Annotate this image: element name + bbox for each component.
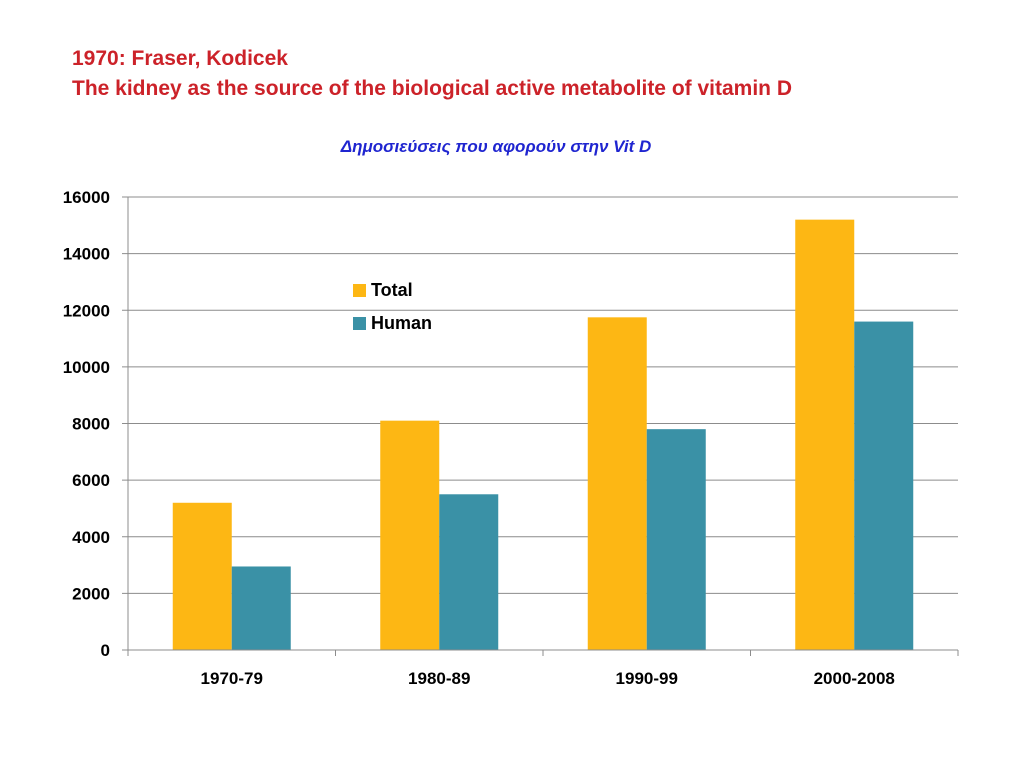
y-tick-label: 6000 bbox=[72, 471, 110, 490]
y-tick-label: 14000 bbox=[63, 245, 110, 264]
slide-title-line1: 1970: Fraser, Kodicek bbox=[72, 47, 288, 70]
slide-title-line2: The kidney as the source of the biologic… bbox=[72, 77, 792, 100]
bar-total-1970-79 bbox=[172, 502, 232, 650]
x-tick-label: 1990-99 bbox=[616, 669, 678, 688]
bars bbox=[172, 219, 914, 650]
legend-swatch-total bbox=[353, 284, 366, 297]
bar-human-1980-89 bbox=[439, 494, 499, 650]
y-tick-label: 0 bbox=[101, 641, 110, 660]
chart-title: Δημοσιεύσεις που αφορούν στην Vit D bbox=[340, 137, 651, 156]
legend-label-human: Human bbox=[371, 313, 432, 333]
y-tick-label: 12000 bbox=[63, 301, 110, 320]
axes: 0 2000 4000 6000 8000 10000 12000 14000 16000 197… bbox=[63, 188, 959, 688]
y-tick-label: 10000 bbox=[63, 358, 110, 377]
legend-label-total: Total bbox=[371, 280, 413, 300]
y-tick-label: 8000 bbox=[72, 415, 110, 434]
bar-human-1990-99 bbox=[646, 429, 706, 650]
bar-total-1980-89 bbox=[380, 420, 440, 650]
bar-human-2000-2008 bbox=[854, 321, 914, 650]
bar-total-1990-99 bbox=[587, 317, 647, 650]
legend-swatch-human bbox=[353, 317, 366, 330]
y-tick-label: 2000 bbox=[72, 584, 110, 603]
x-tick-label: 1980-89 bbox=[408, 669, 470, 688]
x-tick-label: 2000-2008 bbox=[814, 669, 895, 688]
bar-total-2000-2008 bbox=[795, 219, 855, 650]
slide-title: 1970: Fraser, Kodicek The kidney as the … bbox=[72, 44, 792, 104]
legend: Total Human bbox=[353, 280, 432, 333]
y-tick-label: 16000 bbox=[63, 188, 110, 207]
bar-human-1970-79 bbox=[231, 566, 291, 650]
x-tick-label: 1970-79 bbox=[201, 669, 263, 688]
y-tick-label: 4000 bbox=[72, 528, 110, 547]
